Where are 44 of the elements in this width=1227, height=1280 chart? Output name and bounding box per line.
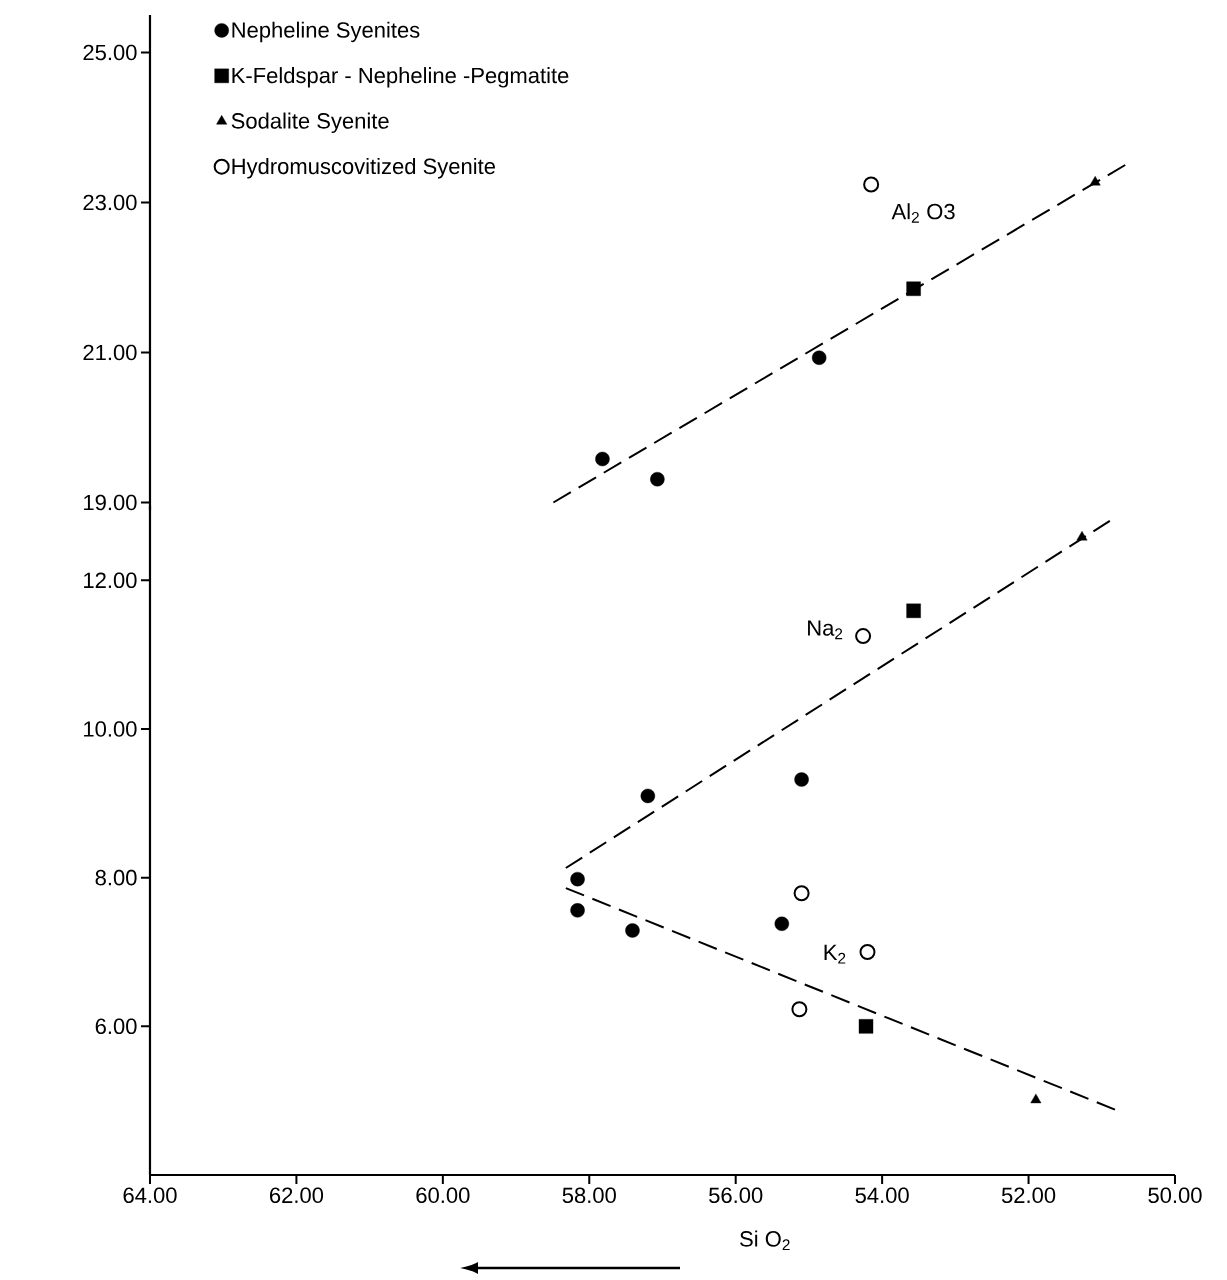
point xyxy=(595,451,610,467)
x-tick-label: 62.00 xyxy=(270,1187,324,1204)
y-tick-label: 12.00 xyxy=(84,572,137,589)
legend-label: Nepheline Syenites xyxy=(232,21,420,43)
point xyxy=(774,916,790,931)
y-tick-label: 25.00 xyxy=(83,44,137,61)
x-tick-label: 60.00 xyxy=(416,1187,470,1204)
x-tick-label: 50.00 xyxy=(1148,1187,1202,1204)
point xyxy=(906,281,921,296)
point xyxy=(1089,176,1101,186)
y-tick-label: 8.00 xyxy=(95,869,137,886)
annotation: Al$_{2}$ O3 xyxy=(891,203,955,223)
y-tick-label: 19.00 xyxy=(84,494,137,511)
point xyxy=(858,1019,874,1034)
y-tick-label: 6.00 xyxy=(95,1018,137,1035)
point xyxy=(1076,531,1088,541)
x-axis-title: Si O$_{2}$ xyxy=(740,1230,790,1251)
point xyxy=(863,176,880,193)
legend-label: Sodalite Syenite xyxy=(231,112,389,134)
annotation: K$_{2}$ xyxy=(824,944,846,964)
point xyxy=(791,1001,808,1018)
point xyxy=(906,603,921,618)
y-tick-label: 21.00 xyxy=(83,344,137,361)
x-tick-label: 54.00 xyxy=(855,1187,909,1204)
legend-label: Hydromuscovitized Syenite xyxy=(232,157,495,179)
point xyxy=(859,944,876,960)
legend-label: K-Feldspar - Nepheline -Pegmatite xyxy=(232,67,569,88)
point xyxy=(625,923,640,938)
point xyxy=(570,871,585,887)
y-tick-label: 23.00 xyxy=(83,194,137,211)
annotation: Na$_{2}$ xyxy=(808,620,843,640)
point xyxy=(855,628,872,645)
x-tick-label: 56.00 xyxy=(709,1187,763,1204)
point xyxy=(650,472,665,487)
x-tick-label: 52.00 xyxy=(1001,1187,1056,1204)
point xyxy=(793,885,810,902)
point xyxy=(811,350,827,365)
x-tick-label: 64.00 xyxy=(123,1187,177,1204)
x-tick-label: 58.00 xyxy=(562,1187,616,1204)
y-tick-label: 10.00 xyxy=(84,721,137,737)
point xyxy=(570,903,585,918)
point xyxy=(794,772,809,787)
point xyxy=(1030,1093,1042,1104)
point xyxy=(640,788,656,804)
